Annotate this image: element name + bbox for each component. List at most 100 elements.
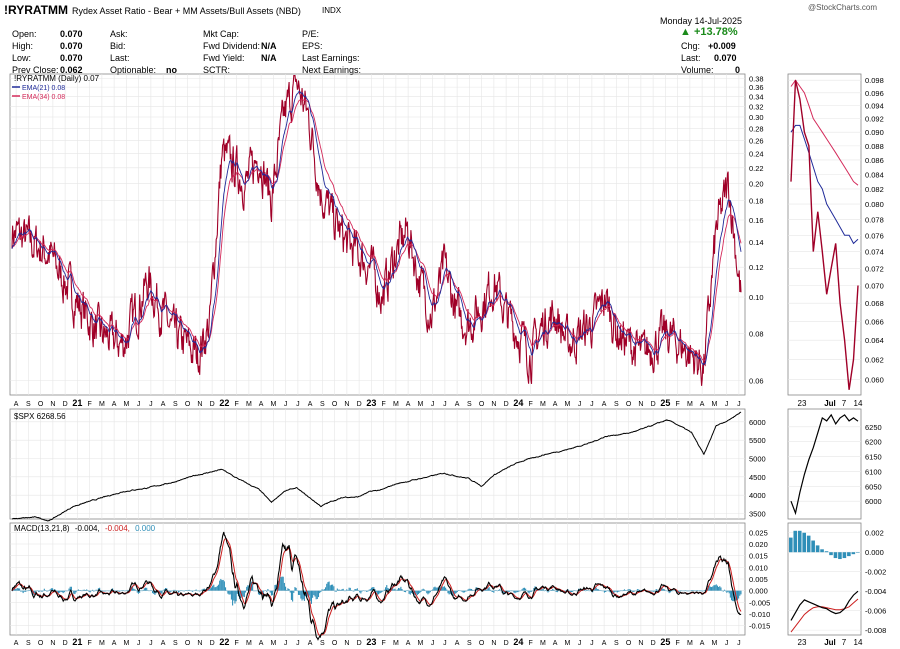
macd-hist-bar [314, 590, 316, 597]
price-x-month-label: J [296, 401, 300, 408]
zoom-price-y-tick: 0.072 [865, 264, 884, 273]
macd-hist-bar [89, 590, 91, 593]
zoom-hist-bar [838, 552, 842, 560]
macd-hist-bar [495, 590, 497, 591]
macd-hist-bar [600, 590, 602, 591]
macd-hist-bar [598, 589, 600, 591]
macd-hist-bar [322, 589, 324, 591]
last-price-label: Last: [681, 53, 701, 63]
macd-hist-bar [399, 588, 401, 591]
zoom-price-y-tick: 0.080 [865, 200, 884, 209]
macd-hist-bar [499, 589, 501, 591]
macd-hist-bar [380, 590, 382, 593]
macd-hist-bar [325, 587, 327, 591]
macd-hist-bar [569, 590, 571, 593]
macd-hist-bar [342, 588, 344, 591]
macd-hist-bar [54, 589, 56, 591]
macd-hist-bar [739, 590, 741, 596]
macd-x-month-label: N [491, 640, 496, 647]
macd-hist-bar [482, 590, 484, 592]
macd-hist-bar [29, 590, 31, 591]
macd-hist-bar [405, 590, 407, 593]
zoom-hist-bar [833, 552, 838, 559]
macd-hist-bar [28, 590, 30, 591]
macd-hist-bar [216, 585, 218, 591]
zoom-price-y-tick: 0.082 [865, 185, 884, 194]
macd-x-month-label: A [14, 640, 19, 647]
macd-x-month-label: 23 [366, 637, 376, 647]
macd-x-month-label: J [725, 640, 729, 647]
macd-x-month-label: F [234, 640, 238, 647]
zoom-spx-y-tick: 6050 [865, 482, 882, 491]
macd-hist-bar [508, 590, 510, 592]
macd-hist-bar [72, 590, 74, 592]
macd-hist-bar [728, 590, 730, 594]
macd-hist-bar [252, 583, 254, 591]
macd-hist-bar [539, 590, 541, 591]
zoom-hist-bar [806, 535, 811, 553]
macd-hist-bar [202, 588, 204, 591]
macd-hist-bar [413, 590, 415, 595]
zoom-spx-y-tick: 6200 [865, 438, 882, 447]
macd-x-month-label: A [602, 640, 607, 647]
macd-hist-bar [452, 590, 454, 596]
macd-hist-bar [465, 590, 467, 592]
macd-hist-bar [234, 590, 236, 604]
macd-hist-bar [17, 588, 19, 591]
macd-x-month-label: J [284, 640, 288, 647]
macd-hist-bar [168, 590, 170, 592]
zoom-price-y-tick: 0.076 [865, 231, 884, 240]
macd-hist-bar [486, 589, 488, 591]
zoom-spx-y-tick: 6250 [865, 423, 882, 432]
macd-x-month-label: J [578, 640, 582, 647]
macd-hist-bar [595, 587, 597, 591]
macd-hist-bar [601, 590, 603, 592]
macd-hist-bar [348, 587, 350, 591]
macd-hist-bar [135, 590, 137, 591]
macd-hist-bar [320, 590, 322, 592]
price-x-month-label: D [651, 401, 656, 408]
price-x-month-label: M [417, 401, 423, 408]
macd-hist-bar [274, 585, 276, 591]
macd-hist-bar [186, 590, 188, 591]
macd-hist-bar [212, 585, 214, 591]
spx-y-tick: 5500 [749, 436, 766, 445]
macd-hist-bar [293, 590, 295, 593]
macd-hist-bar [542, 589, 544, 591]
macd-hist-bar [42, 590, 44, 592]
macd-hist-bar [116, 590, 118, 591]
zoom-price-y-tick: 0.060 [865, 376, 884, 385]
macd-x-month-label: O [38, 640, 44, 647]
zoom-price-y-tick: 0.090 [865, 128, 884, 137]
zoom-x-label: 23 [798, 399, 807, 408]
macd-hist-bar [525, 588, 527, 591]
macd-hist-bar [177, 590, 180, 593]
macd-hist-bar [401, 589, 403, 591]
macd-hist-bar [247, 585, 249, 591]
macd-hist-bar [193, 590, 195, 592]
macd-hist-bar [103, 590, 105, 592]
macd-hist-bar [86, 589, 88, 591]
macd-x-month-label: S [26, 640, 31, 647]
macd-hist-bar [346, 589, 348, 591]
macd-hist-bar [341, 589, 343, 591]
zoom-price-y-tick: 0.096 [865, 89, 884, 98]
macd-hist-bar [170, 590, 172, 592]
macd-hist-bar [373, 587, 375, 591]
macd-hist-bar [469, 588, 471, 591]
macd-hist-bar [244, 590, 247, 593]
macd-hist-bar [592, 590, 594, 593]
macd-hist-bar [290, 590, 292, 600]
price-x-month-label: A [14, 401, 19, 408]
macd-hist-bar [262, 590, 264, 597]
zoom-ema34-line [790, 79, 859, 186]
macd-hist-bar [27, 590, 29, 592]
macd-x-month-label: F [675, 640, 679, 647]
macd-x-month-label: M [417, 640, 423, 647]
macd-hist-bar [55, 590, 57, 591]
macd-hist-bar [173, 589, 175, 591]
high-label: High: [12, 41, 34, 51]
zoom-macd-y-tick: 0.002 [865, 529, 884, 538]
macd-hist-bar [133, 588, 135, 591]
macd-hist-bar [526, 590, 528, 591]
